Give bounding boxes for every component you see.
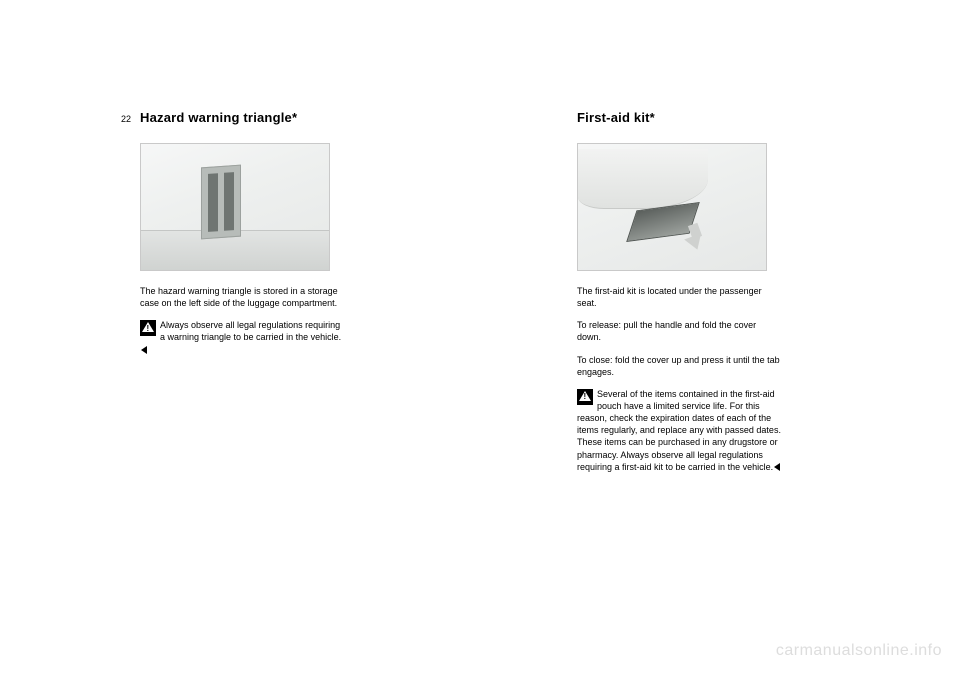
- figure-first-aid-kit: MV08003OMA: [577, 143, 767, 271]
- text-release: To release: pull the handle and fold the…: [577, 319, 782, 343]
- illustration-triangle-case: [201, 165, 241, 240]
- illustration-arrow-head: [684, 233, 706, 252]
- warning-icon: [140, 320, 156, 336]
- warning-icon: [577, 389, 593, 405]
- end-marker-icon: [774, 463, 780, 471]
- heading-hazard-triangle: Hazard warning triangle*: [140, 110, 345, 125]
- manual-page: 22 Hazard warning triangle* MV08174OMA T…: [140, 110, 820, 483]
- text-close: To close: fold the cover up and press it…: [577, 354, 782, 378]
- text-location: The first-aid kit is located under the p…: [577, 285, 782, 309]
- end-marker-icon: [141, 346, 147, 354]
- note-text: Several of the items contained in the fi…: [577, 389, 781, 472]
- illustration-trunk: [141, 144, 329, 270]
- note-service-life: Several of the items contained in the fi…: [577, 388, 782, 473]
- column-first-aid-kit: First-aid kit* MV08003OMA The first-aid …: [577, 110, 782, 483]
- figure-hazard-triangle: MV08174OMA: [140, 143, 330, 271]
- illustration-seat: [578, 149, 708, 209]
- heading-first-aid-kit: First-aid kit*: [577, 110, 782, 125]
- note-text: Always observe all legal regulations req…: [160, 320, 341, 342]
- watermark: carmanualsonline.info: [776, 642, 942, 660]
- note-legal-regulations: Always observe all legal regulations req…: [140, 319, 345, 355]
- column-hazard-triangle: Hazard warning triangle* MV08174OMA The …: [140, 110, 345, 483]
- text-storage-location: The hazard warning triangle is stored in…: [140, 285, 345, 309]
- page-number: 22: [121, 114, 131, 124]
